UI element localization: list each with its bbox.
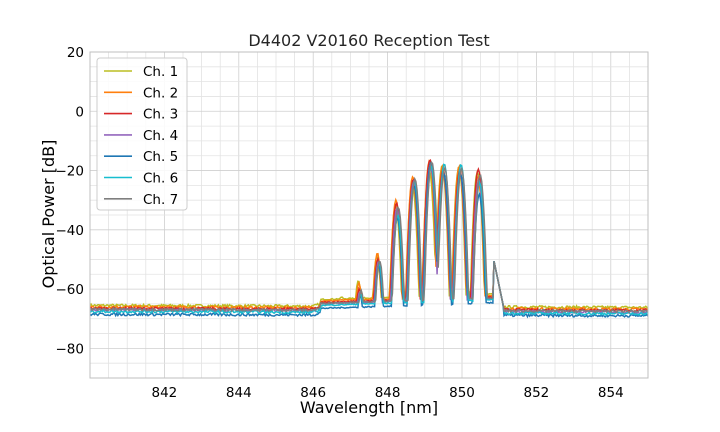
plot-area [90, 158, 648, 319]
y-tick-label: 0 [75, 104, 84, 120]
legend-label: Ch. 7 [143, 192, 178, 208]
y-tick-label: −20 [56, 164, 85, 180]
x-tick-label: 844 [226, 385, 252, 401]
x-axis-label: Wavelength [nm] [300, 398, 438, 417]
x-tick-label: 854 [598, 385, 624, 401]
y-tick-label: −80 [56, 341, 85, 357]
axes-frame [89, 51, 649, 379]
y-tick-labels: 20 0 −20 −40 −60 −80 [56, 45, 85, 357]
x-tick-label: 842 [152, 385, 178, 401]
x-tick-labels: 842 844 846 848 850 852 854 [152, 385, 624, 401]
series-line-ch-6 [90, 163, 648, 317]
y-axis-label: Optical Power [dB] [39, 140, 58, 289]
y-tick-label: −40 [56, 223, 85, 239]
legend-label: Ch. 6 [143, 171, 178, 187]
series-line-ch-5 [90, 162, 648, 319]
x-tick-label: 846 [300, 385, 326, 401]
legend-label: Ch. 5 [143, 149, 178, 165]
legend-label: Ch. 3 [143, 107, 178, 123]
x-tick-label: 852 [524, 385, 550, 401]
legend-box [96, 57, 188, 211]
x-tick-label: 850 [449, 385, 475, 401]
series-line-ch-2 [90, 159, 648, 312]
legend-label: Ch. 2 [143, 85, 178, 101]
chart-title: D4402 V20160 Reception Test [248, 31, 489, 50]
x-tick-label: 848 [375, 385, 401, 401]
legend-label: Ch. 1 [143, 64, 178, 80]
legend-label: Ch. 4 [143, 128, 178, 144]
y-tick-label: 20 [67, 45, 84, 61]
axes-border [89, 51, 649, 379]
y-tick-label: −60 [56, 282, 85, 298]
series-line-ch-7 [90, 160, 648, 314]
legend: Ch. 1 Ch. 2 Ch. 3 Ch. 4 Ch. 5 Ch. 6 Ch. 7 [96, 57, 188, 211]
